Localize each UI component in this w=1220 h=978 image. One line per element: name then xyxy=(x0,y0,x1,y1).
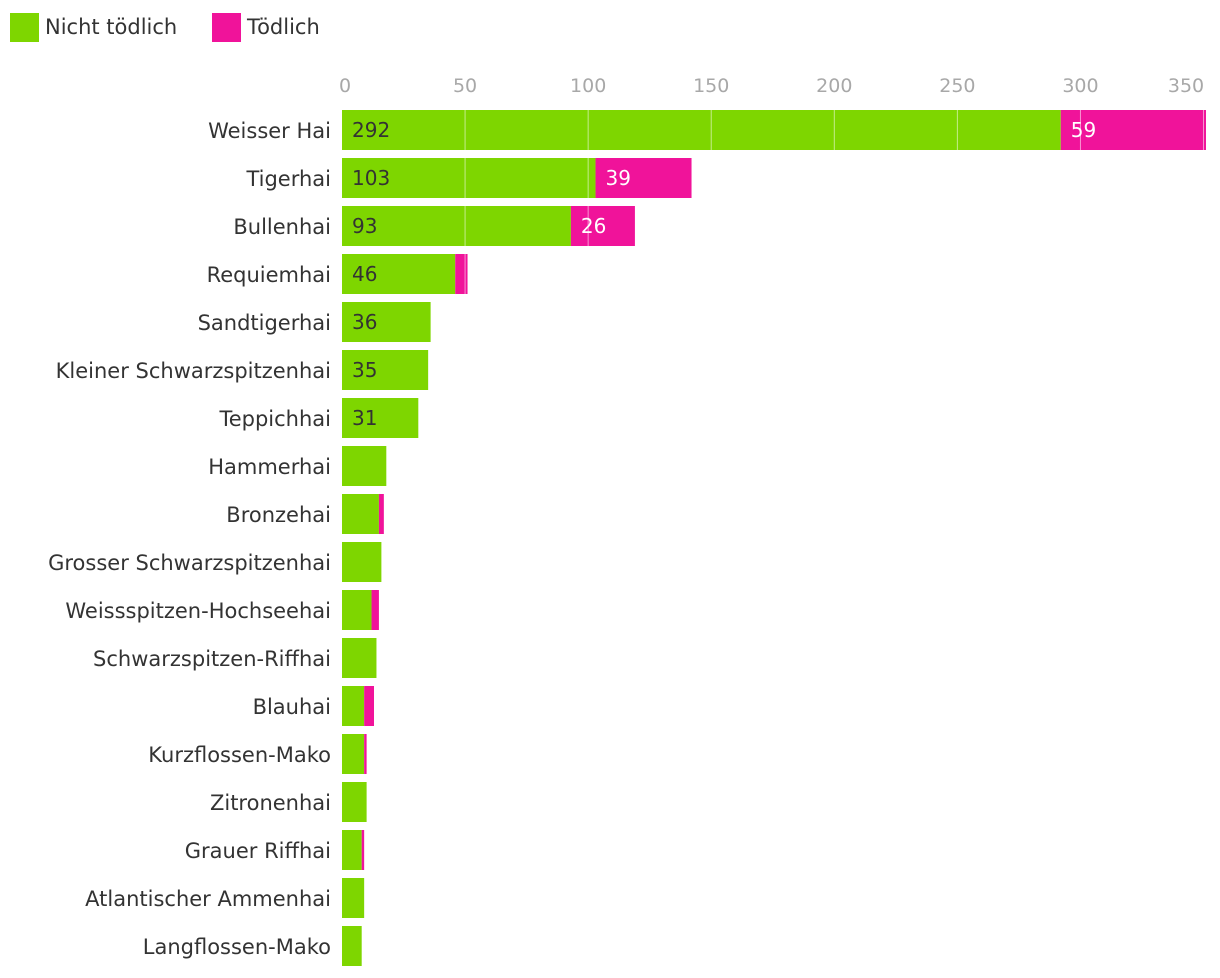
category-label: Weisser Hai xyxy=(208,119,331,143)
category-label: Sandtigerhai xyxy=(198,311,331,335)
legend-swatch-toedlich xyxy=(212,13,241,42)
category-label: Langflossen-Mako xyxy=(143,935,331,959)
x-axis-ticks: 0 50 100 150 200 250 300 350 xyxy=(339,75,1204,97)
data-label: 103 xyxy=(352,166,390,190)
bar-nicht-toedlich-zitronenhai xyxy=(342,782,367,822)
data-label: 31 xyxy=(352,406,377,430)
data-label: 36 xyxy=(352,310,377,334)
bar-nicht-toedlich-sandtigerhai xyxy=(342,302,431,342)
data-label: 35 xyxy=(352,358,377,382)
bar-nicht-toedlich-blauhai xyxy=(342,686,365,726)
data-label: 93 xyxy=(352,214,377,238)
data-label: 292 xyxy=(352,118,390,142)
category-label: Bronzehai xyxy=(226,503,331,527)
category-label: Zitronenhai xyxy=(210,791,331,815)
data-label: 59 xyxy=(1071,118,1096,142)
category-label: Grosser Schwarzspitzenhai xyxy=(48,551,331,575)
bar-toedlich-weisser-hai xyxy=(1060,110,1206,150)
bar-nicht-toedlich-hammerhai xyxy=(342,446,387,486)
bar-nicht-toedlich-bullenhai xyxy=(342,206,571,246)
bar-toedlich-kurzflossen-mako xyxy=(364,734,367,774)
category-label: Hammerhai xyxy=(208,455,331,479)
data-labels: 292 59 103 39 93 26 46 36 35 31 xyxy=(352,118,1096,430)
category-label: Kurzflossen-Mako xyxy=(148,743,331,767)
bar-nicht-toedlich-langflossen-mako xyxy=(342,926,362,966)
bar-nicht-toedlich-schwarzspitzen-riffhai xyxy=(342,638,377,678)
bar-toedlich-bullenhai xyxy=(570,206,635,246)
bar-toedlich-grauer-riffhai xyxy=(361,830,365,870)
category-label: Weissspitzen-Hochseehai xyxy=(65,599,331,623)
category-label: Tigerhai xyxy=(245,167,331,191)
category-label: Grauer Riffhai xyxy=(185,839,331,863)
data-label: 46 xyxy=(352,262,377,286)
gridlines xyxy=(464,104,1205,966)
bar-toedlich-bronzehai xyxy=(378,494,384,534)
bars xyxy=(342,110,1206,966)
bar-nicht-toedlich-weissspitzen-hochseehai xyxy=(342,590,372,630)
bar-nicht-toedlich-requiemhai xyxy=(342,254,456,294)
bar-toedlich-weissspitzen-hochseehai xyxy=(371,590,379,630)
legend-label-nicht-toedlich: Nicht tödlich xyxy=(45,15,177,39)
bar-toedlich-blauhai xyxy=(364,686,374,726)
category-labels: Weisser Hai Tigerhai Bullenhai Requiemhai Sa… xyxy=(48,119,331,959)
bar-nicht-toedlich-grosser-schwarzspitzenhai xyxy=(342,542,382,582)
bar-nicht-toedlich-teppichhai xyxy=(342,398,419,438)
category-label: Requiemhai xyxy=(207,263,331,287)
category-label: Bullenhai xyxy=(233,215,331,239)
bar-toedlich-requiemhai xyxy=(455,254,468,294)
data-label: 39 xyxy=(606,166,631,190)
category-label: Kleiner Schwarzspitzenhai xyxy=(56,359,331,383)
bar-nicht-toedlich-tigerhai xyxy=(342,158,596,198)
x-tick-label: 100 xyxy=(570,75,606,97)
legend: Nicht tödlich Tödlich xyxy=(10,13,320,42)
x-tick-label: 50 xyxy=(453,75,477,97)
category-label: Blauhai xyxy=(253,695,331,719)
bar-nicht-toedlich-kurzflossen-mako xyxy=(342,734,365,774)
x-tick-label: 200 xyxy=(816,75,852,97)
x-tick-label: 250 xyxy=(939,75,975,97)
bar-toedlich-tigerhai xyxy=(595,158,692,198)
bar-nicht-toedlich-grauer-riffhai xyxy=(342,830,362,870)
bar-nicht-toedlich-weisser-hai xyxy=(342,110,1061,150)
data-label: 26 xyxy=(581,214,606,238)
x-tick-label: 350 xyxy=(1168,75,1204,97)
legend-label-toedlich: Tödlich xyxy=(246,15,320,39)
x-tick-label: 300 xyxy=(1062,75,1098,97)
bar-nicht-toedlich-kleiner-schwarzspitzenhai xyxy=(342,350,429,390)
x-tick-label: 150 xyxy=(693,75,729,97)
category-label: Atlantischer Ammenhai xyxy=(85,887,331,911)
legend-swatch-nicht-toedlich xyxy=(10,13,39,42)
bar-nicht-toedlich-bronzehai xyxy=(342,494,379,534)
category-label: Schwarzspitzen-Riffhai xyxy=(93,647,331,671)
bar-nicht-toedlich-atlantischer-ammenhai xyxy=(342,878,365,918)
category-label: Teppichhai xyxy=(218,407,331,431)
x-tick-label: 0 xyxy=(339,75,351,97)
